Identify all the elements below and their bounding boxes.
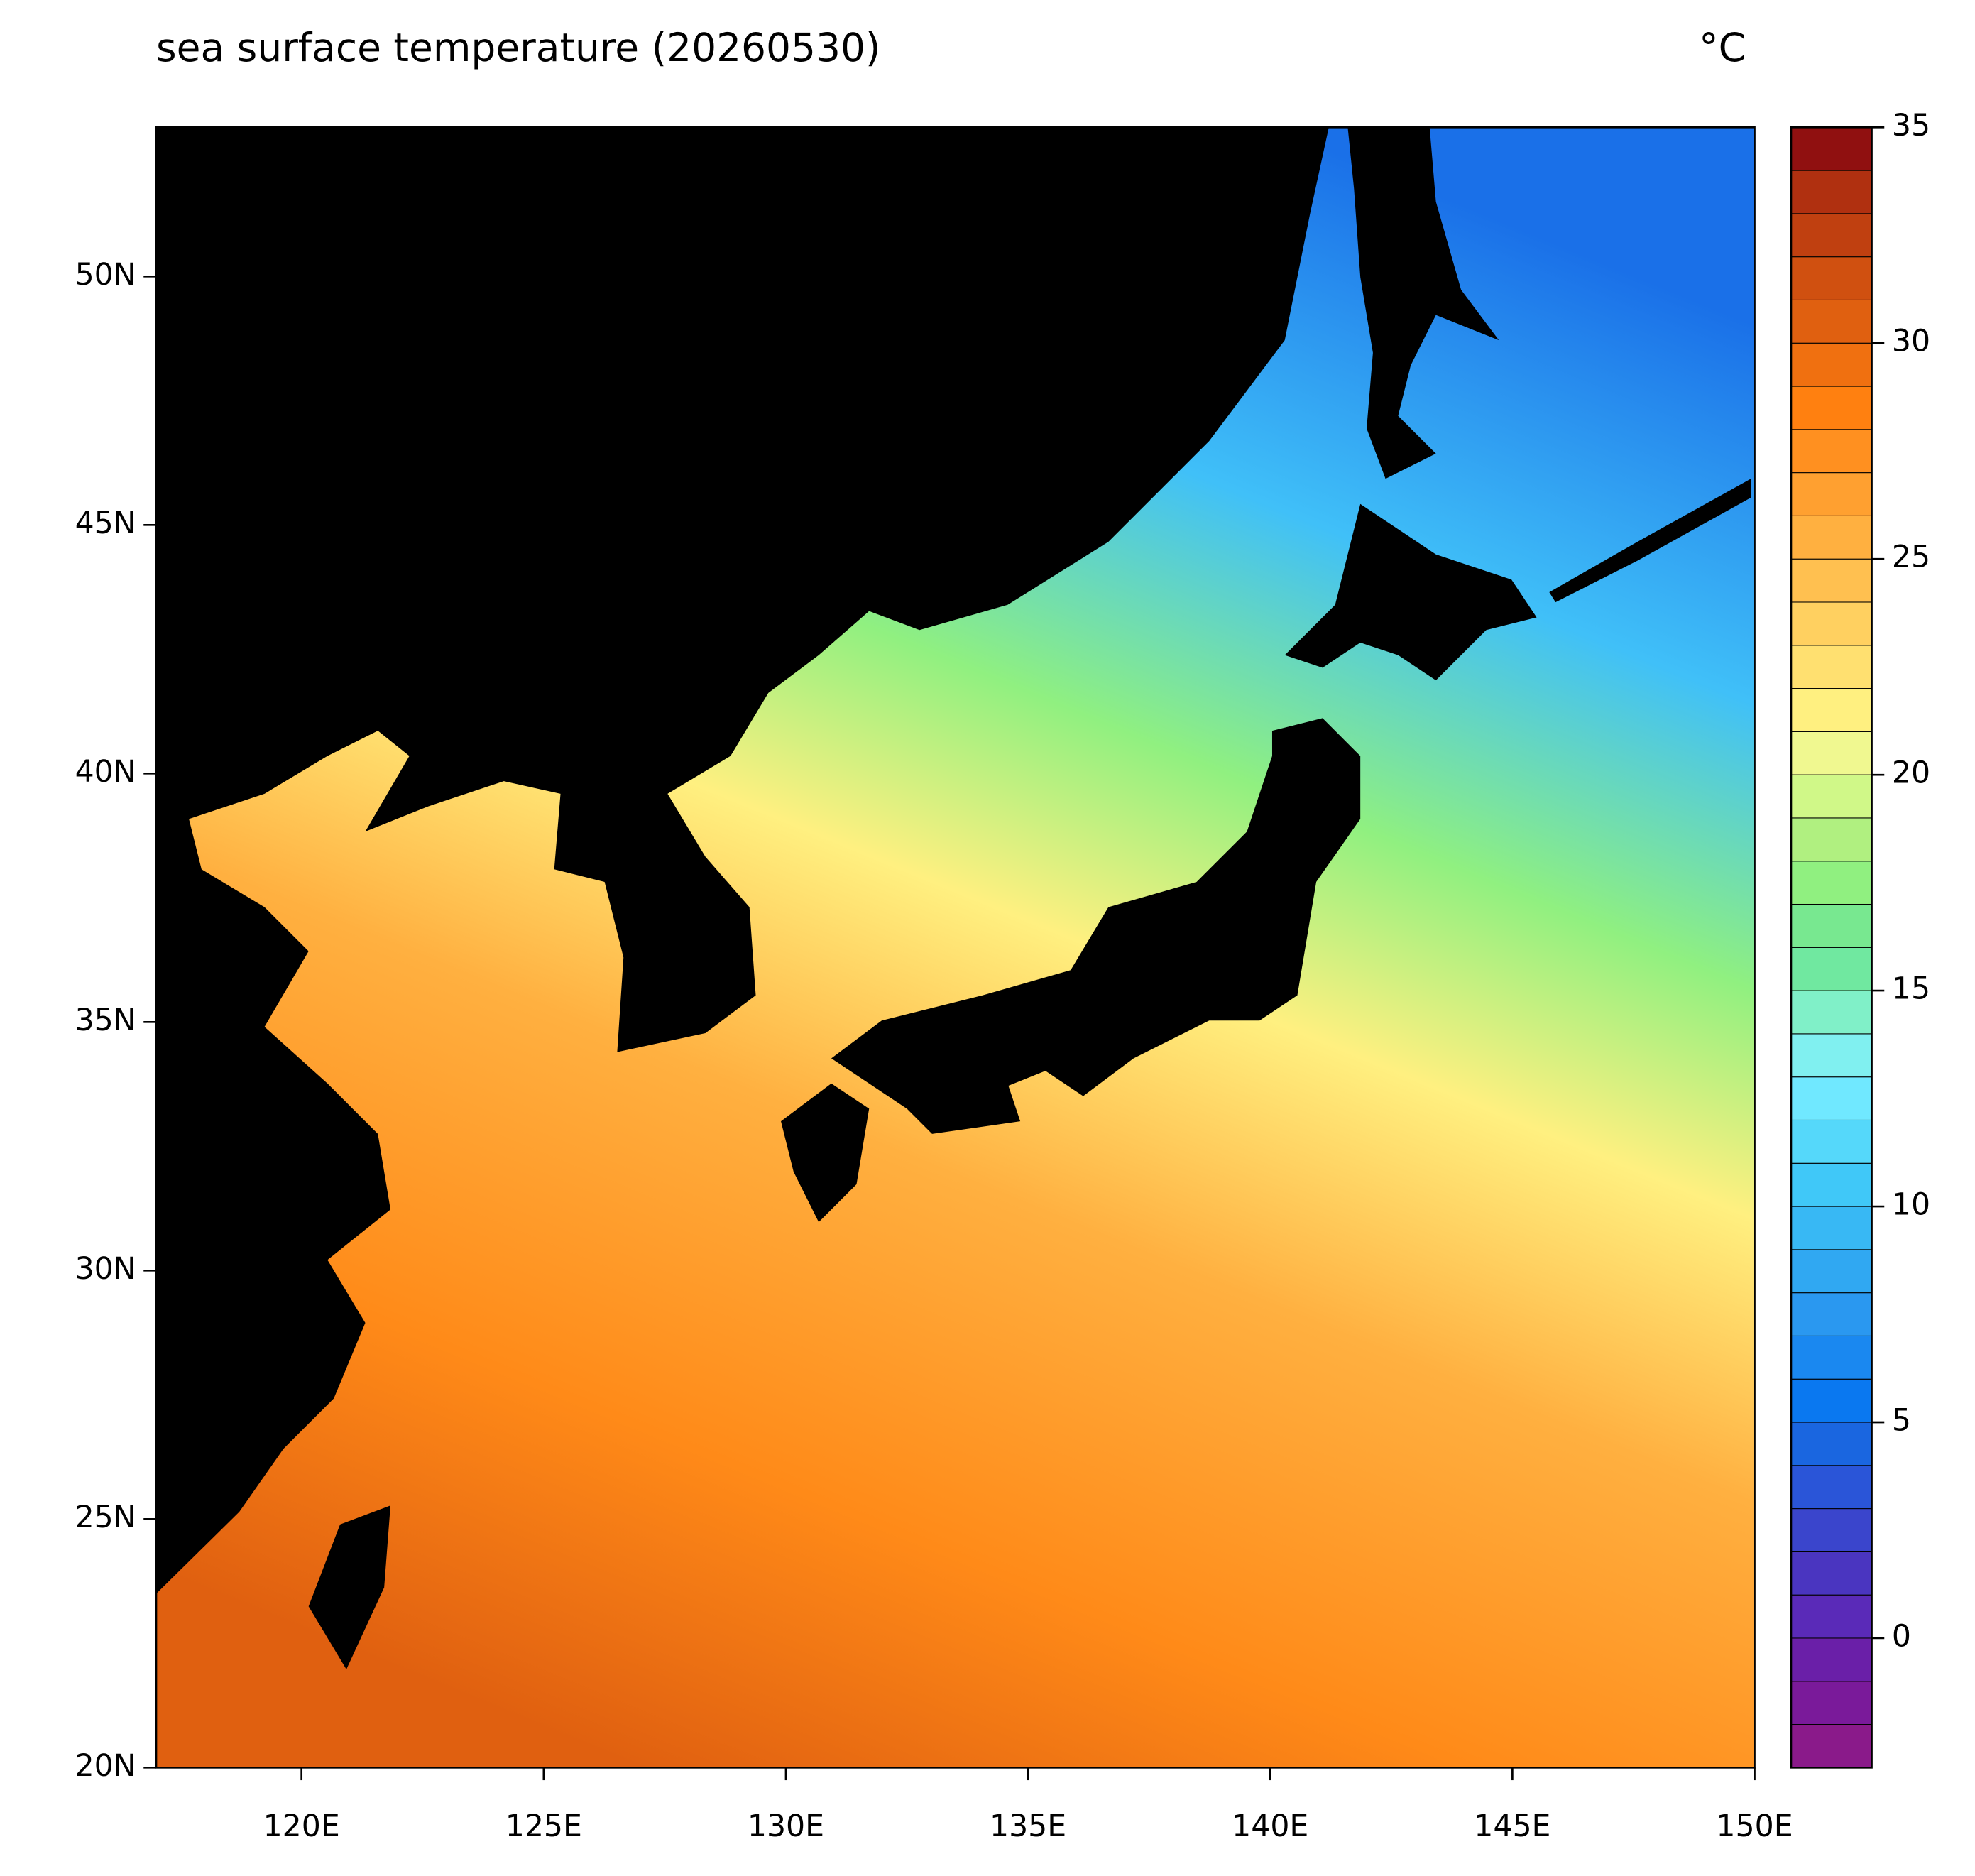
x-tick-label: 130E	[748, 1809, 824, 1844]
y-tick-label: 20N	[75, 1748, 136, 1784]
y-tick-label: 45N	[75, 506, 136, 541]
colorbar-segment	[1790, 299, 1873, 344]
land-honshu	[831, 718, 1361, 1109]
colorbar-segment	[1790, 1724, 1873, 1768]
x-tick-label: 145E	[1474, 1809, 1550, 1844]
colorbar-segment	[1790, 386, 1873, 430]
colorbar-segment	[1790, 1681, 1873, 1725]
land-shikoku	[907, 1083, 1021, 1134]
unit-label: °C	[1699, 25, 1746, 70]
colorbar-tick-label: 15	[1892, 971, 1930, 1007]
colorbar-segment	[1790, 1033, 1873, 1078]
land-kyushu	[781, 1083, 870, 1223]
y-tick-label: 40N	[75, 754, 136, 790]
colorbar-segment	[1790, 342, 1873, 387]
land-taiwan	[308, 1505, 391, 1669]
colorbar-segment	[1790, 861, 1873, 905]
x-tick-label: 140E	[1232, 1809, 1308, 1844]
colorbar-tick-label: 20	[1892, 756, 1930, 791]
colorbar-segment	[1790, 1335, 1873, 1380]
colorbar-segment	[1790, 1119, 1873, 1164]
colorbar-segment	[1790, 1637, 1873, 1682]
colorbar-segment	[1790, 515, 1873, 560]
colorbar-segment	[1790, 688, 1873, 732]
x-tick-label: 150E	[1716, 1809, 1793, 1844]
land-mainland	[156, 127, 1329, 1594]
colorbar-tick-label: 30	[1892, 324, 1930, 359]
colorbar-segment	[1790, 1551, 1873, 1596]
colorbar-tick-label: 5	[1892, 1403, 1911, 1439]
land-sakhalin	[1347, 127, 1499, 479]
colorbar-segment	[1790, 1292, 1873, 1336]
colorbar-segment	[1790, 1249, 1873, 1294]
colorbar-segment	[1790, 213, 1873, 258]
y-tick-label: 35N	[75, 1003, 136, 1038]
colorbar-segment	[1790, 126, 1873, 171]
land-hokkaido	[1284, 503, 1537, 681]
colorbar-segment	[1790, 947, 1873, 991]
colorbar-tick-label: 35	[1892, 108, 1930, 143]
x-tick-label: 125E	[505, 1809, 582, 1844]
colorbar-segment	[1790, 645, 1873, 689]
colorbar-segment	[1790, 558, 1873, 603]
colorbar-segment	[1790, 1378, 1873, 1423]
map-area	[155, 126, 1756, 1769]
x-tick-label: 135E	[990, 1809, 1066, 1844]
colorbar-segment	[1790, 817, 1873, 862]
x-tick-label: 120E	[263, 1809, 340, 1844]
colorbar-segment	[1790, 1422, 1873, 1466]
y-tick-label: 25N	[75, 1500, 136, 1535]
colorbar-segment	[1790, 472, 1873, 516]
colorbar-segment	[1790, 1206, 1873, 1250]
colorbar-segment	[1790, 1465, 1873, 1510]
land-kurils	[1549, 479, 1751, 603]
y-tick-label: 50N	[75, 257, 136, 293]
colorbar-segment	[1790, 429, 1873, 474]
colorbar-segment	[1790, 601, 1873, 646]
colorbar-segment	[1790, 170, 1873, 214]
map-frame	[155, 126, 1756, 1769]
colorbar-tick-label: 25	[1892, 540, 1930, 575]
colorbar-segment	[1790, 256, 1873, 300]
colorbar-tick-label: 10	[1892, 1187, 1930, 1223]
colorbar-segment	[1790, 903, 1873, 948]
colorbar-tick-label: 0	[1892, 1618, 1911, 1654]
colorbar-segment	[1790, 1508, 1873, 1552]
colorbar-segment	[1790, 1594, 1873, 1639]
map-title: sea surface temperature (20260530)	[156, 25, 880, 70]
y-tick-label: 30N	[75, 1251, 136, 1287]
axes: 120E 125E 130E 135E 140E 145E 150E 20N 25N 30N 35N…	[75, 108, 1931, 1844]
colorbar-frame	[1790, 126, 1873, 1769]
colorbar-segment	[1790, 774, 1873, 819]
colorbar-segment	[1790, 1162, 1873, 1207]
colorbar-segment	[1790, 990, 1873, 1035]
colorbar-segment	[1790, 1076, 1873, 1121]
colorbar-segment	[1790, 731, 1873, 775]
